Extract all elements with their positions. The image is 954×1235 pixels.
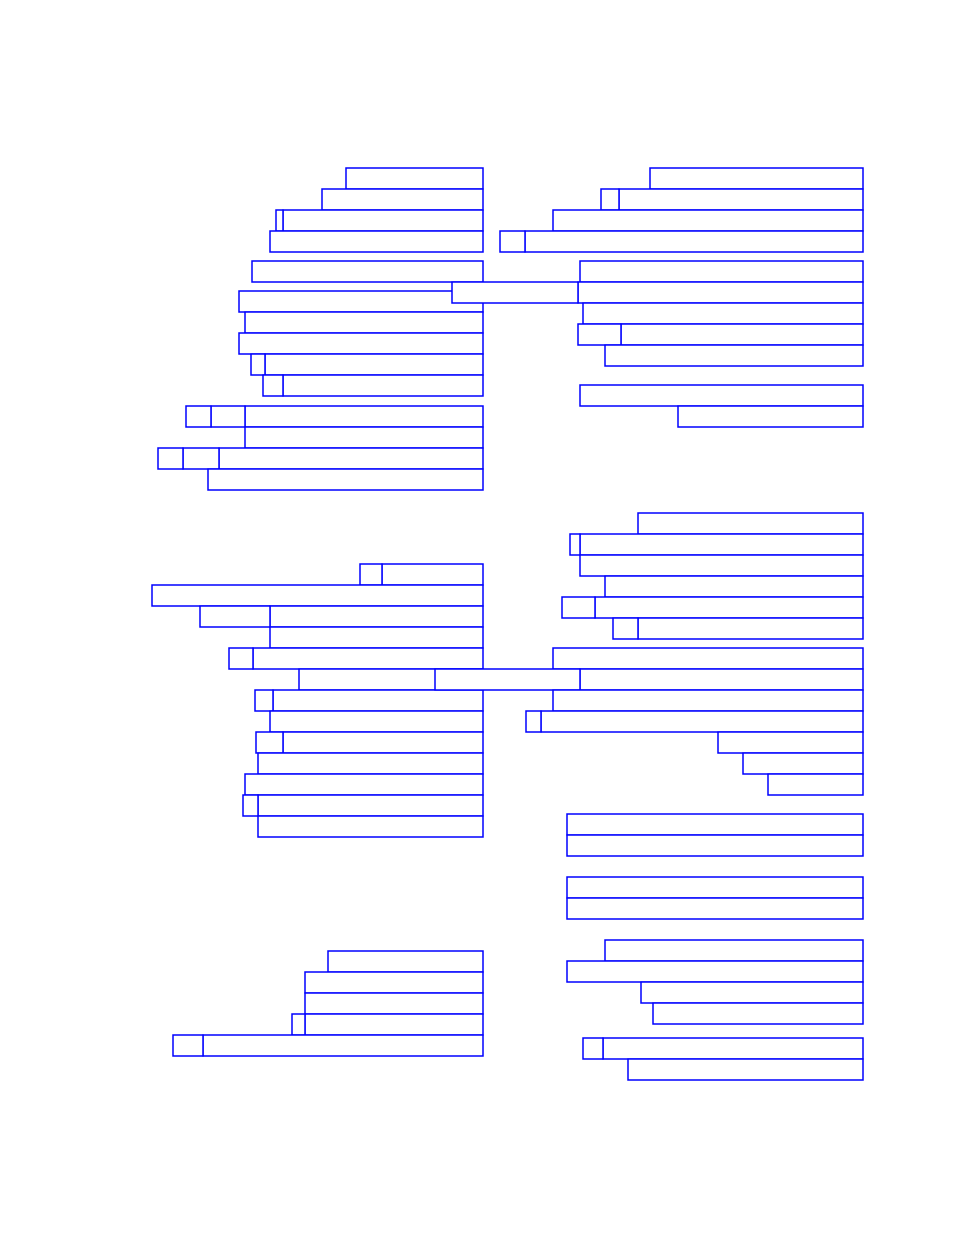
box — [595, 597, 863, 618]
box — [605, 345, 863, 366]
box — [270, 606, 483, 627]
box — [605, 940, 863, 961]
box — [628, 1059, 863, 1080]
box — [270, 627, 483, 648]
box — [239, 333, 483, 354]
box — [305, 972, 483, 993]
box — [158, 448, 183, 469]
box — [360, 564, 382, 585]
box — [653, 1003, 863, 1024]
box — [570, 534, 580, 555]
box — [580, 261, 863, 282]
box — [265, 354, 483, 375]
box — [258, 816, 483, 837]
box — [292, 1014, 305, 1035]
box — [283, 732, 483, 753]
box — [239, 291, 483, 312]
box — [305, 1014, 483, 1035]
box — [578, 324, 621, 345]
box — [263, 375, 283, 396]
box — [200, 606, 270, 627]
box — [638, 513, 863, 534]
box — [203, 1035, 483, 1056]
box — [641, 982, 863, 1003]
box — [435, 669, 580, 690]
box — [258, 795, 483, 816]
box — [718, 732, 863, 753]
box — [243, 795, 258, 816]
box — [305, 993, 483, 1014]
box — [152, 585, 483, 606]
box — [567, 814, 863, 835]
box — [270, 231, 483, 252]
box — [567, 835, 863, 856]
box — [553, 210, 863, 231]
box — [613, 618, 638, 639]
box — [650, 168, 863, 189]
box — [245, 406, 483, 427]
box — [578, 282, 863, 303]
box — [638, 618, 863, 639]
box — [583, 1038, 603, 1059]
box — [283, 210, 483, 231]
box — [580, 534, 863, 555]
box — [553, 648, 863, 669]
box — [526, 711, 541, 732]
box — [743, 753, 863, 774]
box — [567, 877, 863, 898]
box — [211, 406, 245, 427]
box — [283, 375, 483, 396]
box — [500, 231, 525, 252]
box — [208, 469, 483, 490]
box — [270, 711, 483, 732]
box — [619, 189, 863, 210]
box — [253, 648, 483, 669]
box — [328, 951, 483, 972]
box — [245, 774, 483, 795]
box — [183, 448, 219, 469]
box — [567, 898, 863, 919]
box — [256, 732, 283, 753]
box — [541, 711, 863, 732]
box — [258, 753, 483, 774]
box — [621, 324, 863, 345]
box — [562, 597, 595, 618]
box — [346, 168, 483, 189]
box — [452, 282, 578, 303]
box — [583, 303, 863, 324]
box — [601, 189, 619, 210]
box — [186, 406, 211, 427]
box — [567, 961, 863, 982]
box — [553, 690, 863, 711]
box — [605, 576, 863, 597]
box — [252, 261, 483, 282]
box — [525, 231, 863, 252]
box — [580, 669, 863, 690]
box — [255, 690, 273, 711]
box — [382, 564, 483, 585]
box — [273, 690, 483, 711]
box — [276, 210, 283, 231]
box — [173, 1035, 203, 1056]
box — [768, 774, 863, 795]
box — [322, 189, 483, 210]
box — [245, 427, 483, 448]
box — [678, 406, 863, 427]
box — [251, 354, 265, 375]
diagram-svg — [0, 0, 954, 1235]
box — [580, 555, 863, 576]
box — [580, 385, 863, 406]
box — [229, 648, 253, 669]
box — [245, 312, 483, 333]
box — [603, 1038, 863, 1059]
box — [219, 448, 483, 469]
diagram-root — [0, 0, 954, 1235]
